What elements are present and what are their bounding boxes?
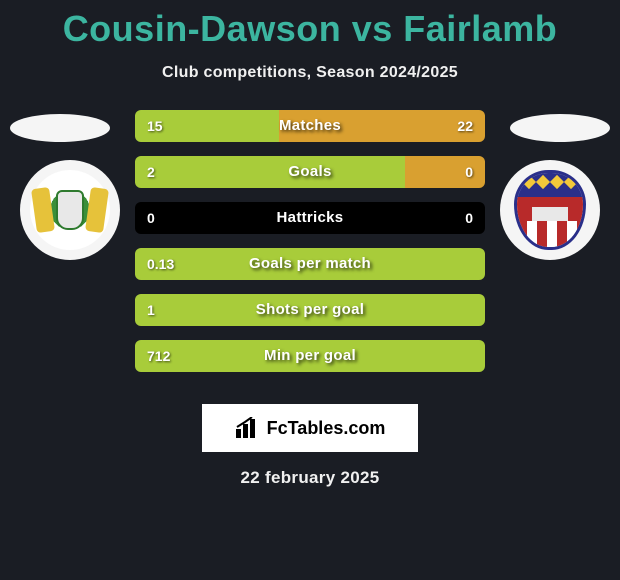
- club-crest-yeovil: [20, 160, 120, 260]
- comparison-stage: 1522Matches 20Goals 00Hattricks 0.13Goals p…: [0, 110, 620, 390]
- stat-label: Matches: [135, 110, 485, 142]
- brand-box: FcTables.com: [202, 404, 418, 452]
- stat-row: 20Goals: [135, 156, 485, 188]
- left-ellipse: [10, 114, 110, 142]
- subtitle: Club competitions, Season 2024/2025: [0, 64, 620, 82]
- stat-label: Goals per match: [135, 248, 485, 280]
- club-badge-left: [20, 160, 120, 260]
- stat-label: Hattricks: [135, 202, 485, 234]
- stat-bars: 1522Matches 20Goals 00Hattricks 0.13Goals p…: [135, 110, 485, 386]
- stat-label: Goals: [135, 156, 485, 188]
- brand-text: FcTables.com: [267, 418, 386, 439]
- club-badge-right: [500, 160, 600, 260]
- stat-label: Min per goal: [135, 340, 485, 372]
- stat-label: Shots per goal: [135, 294, 485, 326]
- club-crest-tamworth: [500, 160, 600, 260]
- stat-row: 1522Matches: [135, 110, 485, 142]
- brand-icon: [235, 417, 261, 439]
- page-title: Cousin-Dawson vs Fairlamb: [0, 0, 620, 50]
- date-label: 22 february 2025: [0, 468, 620, 488]
- stat-row: 712Min per goal: [135, 340, 485, 372]
- stat-row: 00Hattricks: [135, 202, 485, 234]
- stat-row: 1Shots per goal: [135, 294, 485, 326]
- stat-row: 0.13Goals per match: [135, 248, 485, 280]
- right-ellipse: [510, 114, 610, 142]
